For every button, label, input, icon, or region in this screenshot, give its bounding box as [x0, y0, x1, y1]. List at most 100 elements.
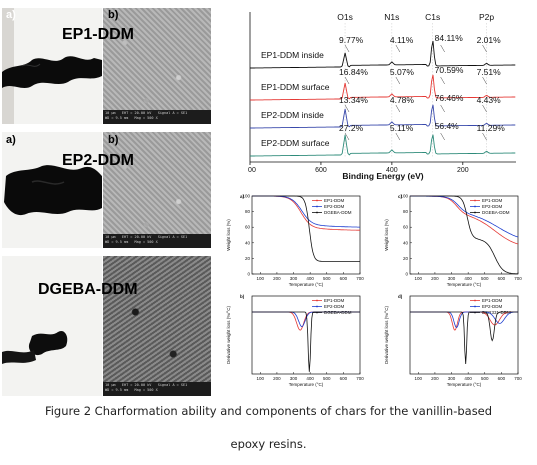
- x-tick-label: 400: [464, 276, 472, 281]
- xps-row-label: EP1-DDM inside: [261, 50, 324, 60]
- x-tick-label: 200: [431, 376, 439, 381]
- legend-label: EP1-DDM: [482, 198, 503, 203]
- series-line: [410, 311, 518, 365]
- x-tick-label: 100: [415, 276, 423, 281]
- xps-percentage-label: 5.11%: [390, 123, 414, 133]
- xps-tick-label: 400: [386, 167, 398, 174]
- y-tick-label: 0: [405, 272, 408, 277]
- series-line: [252, 311, 360, 372]
- xps-percentage-label: 9.77%: [339, 35, 364, 45]
- legend-marker: [316, 205, 318, 208]
- legend-label: EP2-DDM: [324, 304, 345, 309]
- xps-peak-label: O1s: [337, 12, 353, 22]
- xps-peak-label: P2p: [479, 12, 494, 22]
- xps-percentage-label: 4.78%: [390, 95, 415, 105]
- legend-marker: [474, 205, 476, 208]
- y-tick-label: 40: [403, 240, 409, 245]
- xps-xlabel: Binding Energy (eV): [342, 171, 423, 181]
- plot-frame: [409, 295, 519, 375]
- photo-ep1: [2, 8, 102, 124]
- legend-label: DGEBA-DDM: [324, 210, 352, 215]
- xps-label-pointer: [395, 76, 401, 85]
- legend-marker: [316, 299, 318, 302]
- xps-row-label: EP1-DDM surface: [261, 82, 330, 92]
- sem-ep1: 10 µm EHT = 20.00 kV Signal A = SE1 WD =…: [103, 8, 211, 124]
- legend-marker: [474, 211, 476, 214]
- y-axis-label: Weight loss (%): [226, 219, 231, 251]
- x-tick-label: 400: [306, 376, 314, 381]
- xps-percentage-label: 5.07%: [390, 67, 415, 77]
- legend-label: EP1-DDM: [324, 198, 345, 203]
- figure-caption-line2: epoxy resins.: [230, 437, 307, 451]
- panel-b2-label: b): [108, 134, 119, 146]
- y-tick-label: 60: [245, 225, 251, 230]
- xps-peak-label: C1s: [425, 12, 440, 22]
- y-axis-label: Derivative weight loss (%/°C): [384, 305, 389, 364]
- xps-label-pointer: [440, 104, 445, 113]
- y-tick-label: 20: [403, 256, 409, 261]
- legend-label: DER331-DDM: [482, 310, 511, 315]
- x-tick-label: 100: [415, 376, 423, 381]
- xps-x-ticks: 800 600 400 200: [248, 162, 469, 174]
- x-tick-label: 500: [481, 276, 489, 281]
- sample-label-ep1: EP1-DDM: [62, 26, 135, 43]
- y-tick-label: 80: [403, 209, 409, 214]
- xps-label-pointer: [482, 104, 487, 113]
- x-tick-label: 200: [273, 276, 281, 281]
- legend-marker: [474, 199, 476, 202]
- y-tick-label: 40: [245, 240, 251, 245]
- x-tick-label: 700: [514, 376, 522, 381]
- x-tick-label: 300: [448, 276, 456, 281]
- xps-values: 9.77% 4.11% 84.11% 2.01% 16.84% 5.07% 70.59% 7.…: [339, 33, 506, 141]
- xps-label-pointer: [440, 44, 445, 53]
- x-tick-label: 700: [356, 276, 364, 281]
- panel-a-label: a): [6, 9, 16, 21]
- y-tick-label: 60: [403, 225, 409, 230]
- legend-label: DGEBA-DDM: [482, 210, 510, 215]
- xps-tick-label: 600: [315, 167, 327, 174]
- series-line: [410, 195, 519, 275]
- x-axis-label: Temperature (°C): [447, 282, 482, 287]
- x-tick-label: 600: [498, 376, 506, 381]
- x-tick-label: 500: [481, 376, 489, 381]
- x-tick-label: 300: [290, 276, 298, 281]
- xps-label-pointer: [482, 132, 487, 141]
- xps-label-pointer: [482, 44, 487, 53]
- xps-percentage-label: 56.4%: [435, 121, 460, 131]
- x-tick-label: 700: [356, 376, 364, 381]
- y-tick-label: 0: [247, 272, 250, 277]
- panel-a2-label: a): [6, 134, 16, 146]
- x-tick-label: 600: [340, 276, 348, 281]
- sample-label-dgeba: DGEBA-DDM: [38, 281, 138, 298]
- x-axis-label: Temperature (°C): [447, 382, 482, 387]
- x-axis-label: Temperature (°C): [289, 282, 324, 287]
- x-tick-label: 400: [464, 376, 472, 381]
- xps-peak-label: N1s: [384, 12, 399, 22]
- xps-label-pointer: [440, 132, 445, 141]
- xps-row-labels: EP1-DDM inside EP1-DDM surface EP2-DDM ins…: [261, 50, 330, 148]
- x-tick-label: 300: [448, 376, 456, 381]
- xps-row-label: EP2-DDM inside: [261, 110, 324, 120]
- xps-percentage-label: 2.01%: [477, 35, 502, 45]
- photo-dgeba: [2, 256, 102, 396]
- xps-chart: 800 600 400 200 O1s N1s C1s P2p EP1-DDM inside…: [248, 2, 518, 182]
- panel-letter: b): [240, 294, 245, 299]
- xps-label-pointer: [395, 44, 401, 53]
- x-tick-label: 600: [498, 276, 506, 281]
- xps-label-pointer: [482, 76, 487, 85]
- xps-label-pointer: [344, 132, 350, 141]
- x-tick-label: 500: [323, 276, 331, 281]
- xps-label-pointer: [440, 76, 445, 85]
- xps-spectrum-line: [250, 74, 516, 101]
- legend-marker: [316, 199, 318, 202]
- xps-percentage-label: 16.84%: [339, 67, 368, 77]
- xps-percentage-label: 76.46%: [435, 93, 464, 103]
- x-tick-label: 200: [273, 376, 281, 381]
- dtg-panel-b: 100 200 300 400 500 600 700 Temperature (°C) Der…: [226, 294, 364, 387]
- plot-frame: [251, 295, 361, 375]
- panel-letter: a): [240, 194, 245, 199]
- series-line: [252, 195, 360, 262]
- xps-percentage-label: 11.29%: [477, 123, 506, 133]
